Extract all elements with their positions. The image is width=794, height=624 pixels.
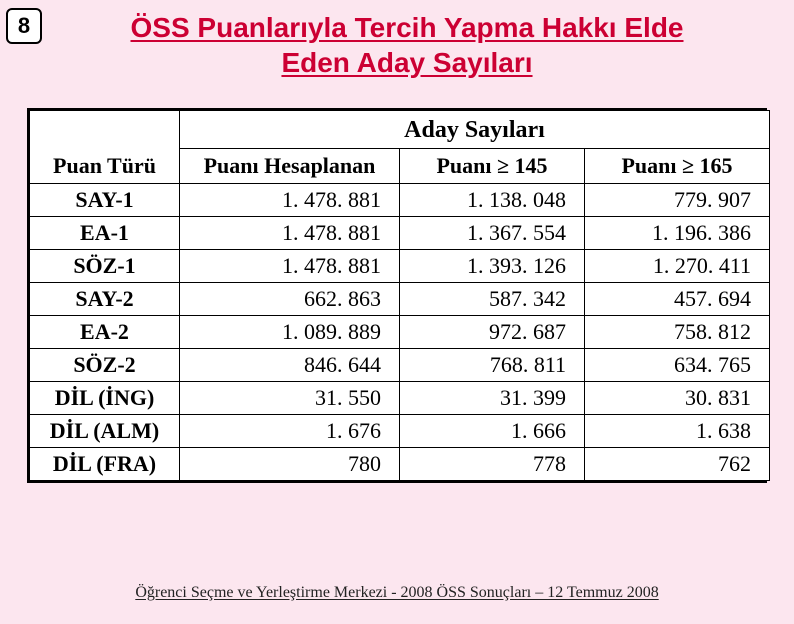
cell-type: DİL (ALM) [30, 415, 180, 448]
table-row: SÖZ-2 846. 644 768. 811 634. 765 [30, 349, 770, 382]
cell-145: 31. 399 [400, 382, 585, 415]
cell-hesap: 1. 089. 889 [180, 316, 400, 349]
table-row: EA-2 1. 089. 889 972. 687 758. 812 [30, 316, 770, 349]
table-row: DİL (FRA) 780 778 762 [30, 448, 770, 481]
col-header-hesap: Puanı Hesaplanan [180, 149, 400, 184]
data-table-container: Puan Türü Aday Sayıları Puanı Hesaplanan… [27, 108, 767, 483]
cell-165: 779. 907 [585, 184, 770, 217]
data-table: Puan Türü Aday Sayıları Puanı Hesaplanan… [29, 110, 770, 481]
cell-hesap: 1. 478. 881 [180, 184, 400, 217]
cell-hesap: 31. 550 [180, 382, 400, 415]
cell-145: 1. 138. 048 [400, 184, 585, 217]
title-line-2: Eden Aday Sayıları [281, 47, 532, 78]
cell-hesap: 662. 863 [180, 283, 400, 316]
cell-145: 1. 367. 554 [400, 217, 585, 250]
table-body: SAY-1 1. 478. 881 1. 138. 048 779. 907 E… [30, 184, 770, 481]
cell-145: 1. 666 [400, 415, 585, 448]
table-row: DİL (ALM) 1. 676 1. 666 1. 638 [30, 415, 770, 448]
cell-145: 778 [400, 448, 585, 481]
cell-type: SAY-1 [30, 184, 180, 217]
col-header-165: Puanı ≥ 165 [585, 149, 770, 184]
cell-145: 1. 393. 126 [400, 250, 585, 283]
cell-hesap: 1. 478. 881 [180, 250, 400, 283]
table-row: EA-1 1. 478. 881 1. 367. 554 1. 196. 386 [30, 217, 770, 250]
cell-165: 457. 694 [585, 283, 770, 316]
col-group-header: Aday Sayıları [180, 111, 770, 149]
cell-type: DİL (İNG) [30, 382, 180, 415]
cell-165: 634. 765 [585, 349, 770, 382]
cell-165: 30. 831 [585, 382, 770, 415]
cell-145: 972. 687 [400, 316, 585, 349]
page-title: ÖSS Puanlarıyla Tercih Yapma Hakkı Elde … [0, 0, 794, 80]
slide-number-badge: 8 [6, 8, 42, 44]
table-header-row-1: Puan Türü Aday Sayıları [30, 111, 770, 149]
cell-145: 587. 342 [400, 283, 585, 316]
cell-165: 1. 638 [585, 415, 770, 448]
table-row: DİL (İNG) 31. 550 31. 399 30. 831 [30, 382, 770, 415]
cell-type: SÖZ-1 [30, 250, 180, 283]
cell-type: EA-1 [30, 217, 180, 250]
cell-type: DİL (FRA) [30, 448, 180, 481]
col-header-type: Puan Türü [30, 111, 180, 184]
cell-hesap: 1. 676 [180, 415, 400, 448]
table-row: SÖZ-1 1. 478. 881 1. 393. 126 1. 270. 41… [30, 250, 770, 283]
cell-165: 762 [585, 448, 770, 481]
table-row: SAY-1 1. 478. 881 1. 138. 048 779. 907 [30, 184, 770, 217]
cell-type: SAY-2 [30, 283, 180, 316]
cell-hesap: 1. 478. 881 [180, 217, 400, 250]
table-row: SAY-2 662. 863 587. 342 457. 694 [30, 283, 770, 316]
cell-type: EA-2 [30, 316, 180, 349]
footer-text: Öğrenci Seçme ve Yerleştirme Merkezi - 2… [0, 584, 794, 602]
cell-type: SÖZ-2 [30, 349, 180, 382]
col-header-145: Puanı ≥ 145 [400, 149, 585, 184]
cell-165: 758. 812 [585, 316, 770, 349]
cell-165: 1. 270. 411 [585, 250, 770, 283]
cell-hesap: 780 [180, 448, 400, 481]
cell-165: 1. 196. 386 [585, 217, 770, 250]
title-line-1: ÖSS Puanlarıyla Tercih Yapma Hakkı Elde [131, 12, 684, 43]
cell-145: 768. 811 [400, 349, 585, 382]
cell-hesap: 846. 644 [180, 349, 400, 382]
